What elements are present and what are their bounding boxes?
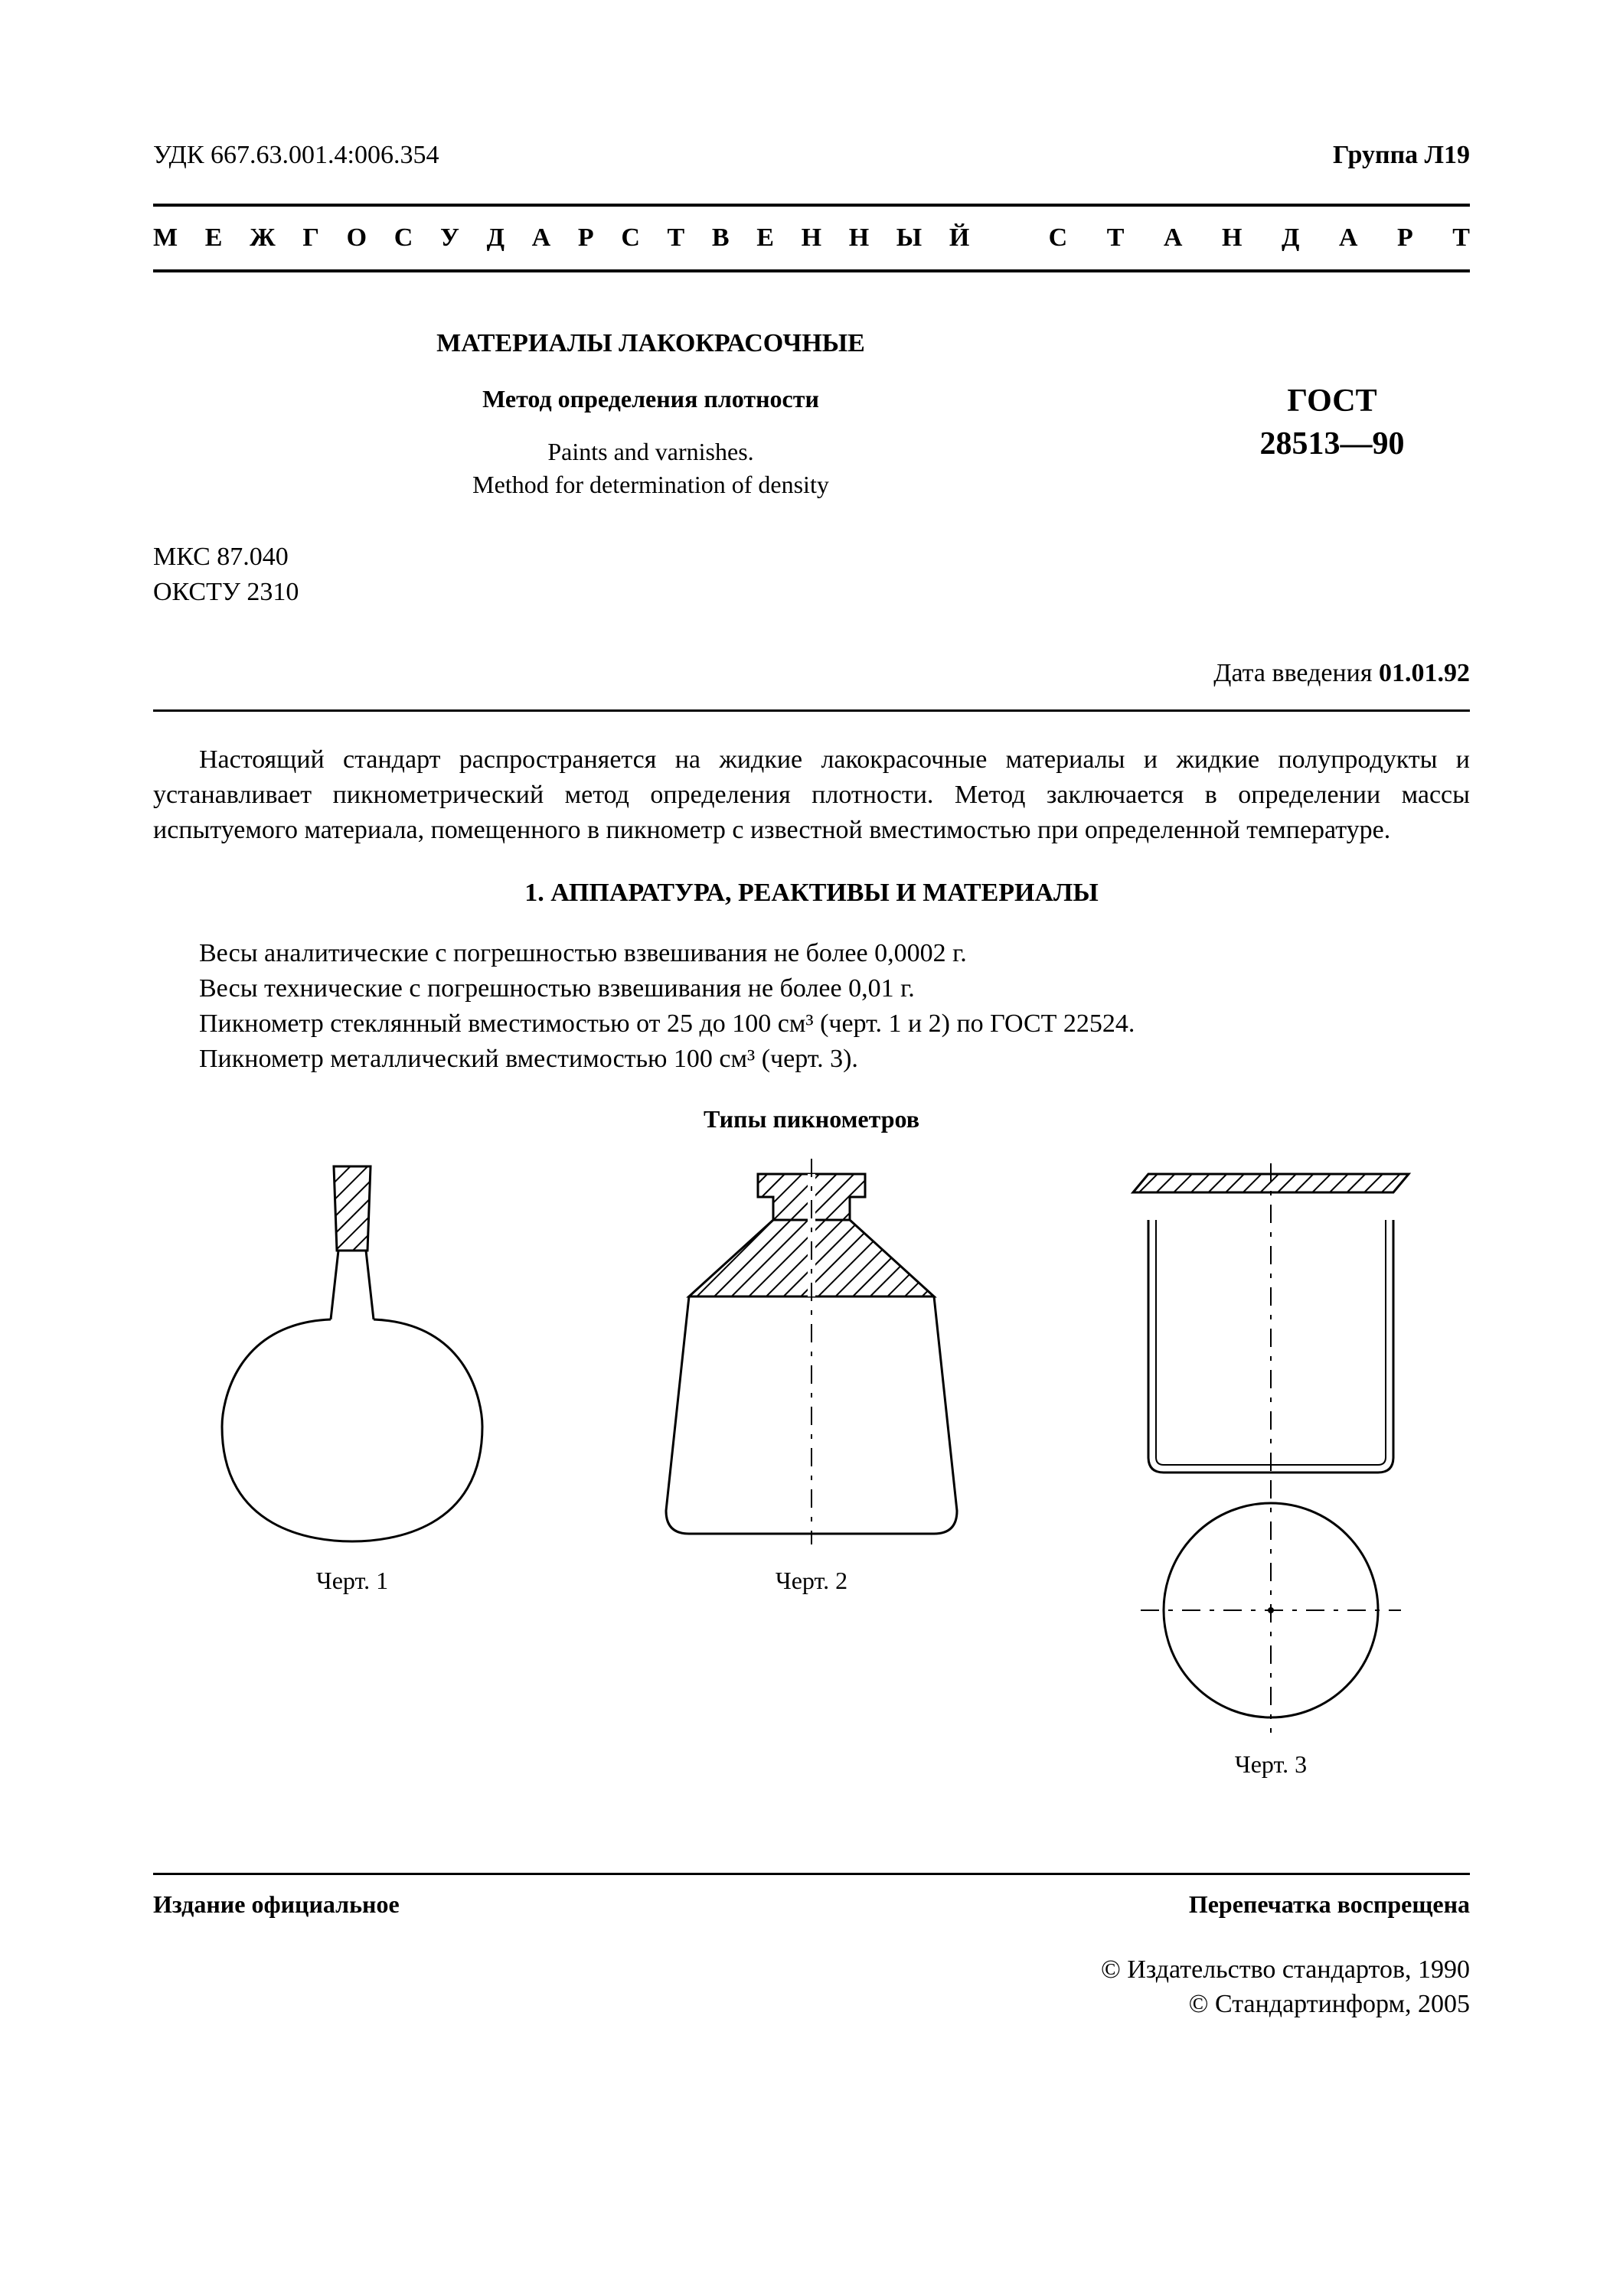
copyright-line-1: © Издательство стандартов, 1990 — [153, 1952, 1470, 1988]
gost-number-block: ГОСТ 28513—90 — [1194, 318, 1470, 466]
figure-1-label: Черт. 1 — [153, 1564, 551, 1597]
gost-label: ГОСТ — [1194, 380, 1470, 423]
apparatus-line: Пикнометр стеклянный вместимостью от 25 … — [153, 1006, 1470, 1042]
figure-3: Черт. 3 — [1072, 1151, 1470, 1781]
classification-codes: МКС 87.040 ОКСТУ 2310 — [153, 540, 1470, 610]
en-line-1: Paints and varnishes. — [153, 435, 1148, 468]
date-line: Дата введения 01.01.92 — [153, 656, 1470, 691]
banner-word-1: МЕЖГОСУДАРСТВЕННЫЙ — [153, 220, 969, 256]
figures-row: Черт. 1 Черт. 2 Черт. 3 — [153, 1151, 1470, 1781]
pyknometer-conical-icon — [651, 1151, 972, 1549]
banner-word-2: СТАНДАРТ — [1049, 220, 1470, 256]
udk-code: УДК 667.63.001.4:006.354 — [153, 138, 439, 173]
footer-right: Перепечатка воспрещена — [1189, 1888, 1470, 1921]
ru-title: МАТЕРИАЛЫ ЛАКОКРАСОЧНЫЕ — [153, 326, 1148, 361]
top-line: УДК 667.63.001.4:006.354 Группа Л19 — [153, 138, 1470, 173]
pyknometer-flask-icon — [191, 1151, 513, 1549]
date-label: Дата введения — [1213, 659, 1379, 687]
copyright-line-2: © Стандартинформ, 2005 — [153, 1987, 1470, 2022]
footer-left: Издание официальное — [153, 1888, 400, 1921]
intro-paragraph: Настоящий стандарт распространяется на ж… — [153, 742, 1470, 848]
ru-subtitle: Метод определения плотности — [153, 383, 1148, 416]
banner-title: МЕЖГОСУДАРСТВЕННЫЙ СТАНДАРТ — [153, 204, 1470, 272]
copyright-block: © Издательство стандартов, 1990 © Станда… — [153, 1952, 1470, 2023]
pyknometer-metal-icon — [1110, 1151, 1432, 1733]
figures-title: Типы пикнометров — [153, 1103, 1470, 1136]
apparatus-line: Весы аналитические с погрешностью взвеши… — [153, 936, 1470, 971]
section-1-title: 1. АППАРАТУРА, РЕАКТИВЫ И МАТЕРИАЛЫ — [153, 876, 1470, 911]
figure-2: Черт. 2 — [612, 1151, 1011, 1597]
group-code: Группа Л19 — [1333, 138, 1470, 173]
header-left: МАТЕРИАЛЫ ЛАКОКРАСОЧНЫЕ Метод определени… — [153, 318, 1194, 501]
okstu-code: ОКСТУ 2310 — [153, 575, 1470, 610]
page: УДК 667.63.001.4:006.354 Группа Л19 МЕЖГ… — [0, 0, 1623, 2296]
figure-1: Черт. 1 — [153, 1151, 551, 1597]
footer-row: Издание официальное Перепечатка воспреще… — [153, 1888, 1470, 1921]
date-value: 01.01.92 — [1379, 659, 1470, 687]
gost-number: 28513—90 — [1194, 422, 1470, 466]
apparatus-line: Весы технические с погрешностью взвешива… — [153, 971, 1470, 1006]
en-line-2: Method for determination of density — [153, 468, 1148, 501]
figure-2-label: Черт. 2 — [612, 1564, 1011, 1597]
mks-code: МКС 87.040 — [153, 540, 1470, 575]
figure-3-label: Черт. 3 — [1072, 1748, 1470, 1781]
section-1-body: Весы аналитические с погрешностью взвеши… — [153, 936, 1470, 1077]
rule-under-date — [153, 709, 1470, 712]
apparatus-line: Пикнометр металлический вместимостью 100… — [153, 1042, 1470, 1077]
footer-rule — [153, 1873, 1470, 1875]
header-block: МАТЕРИАЛЫ ЛАКОКРАСОЧНЫЕ Метод определени… — [153, 318, 1470, 501]
